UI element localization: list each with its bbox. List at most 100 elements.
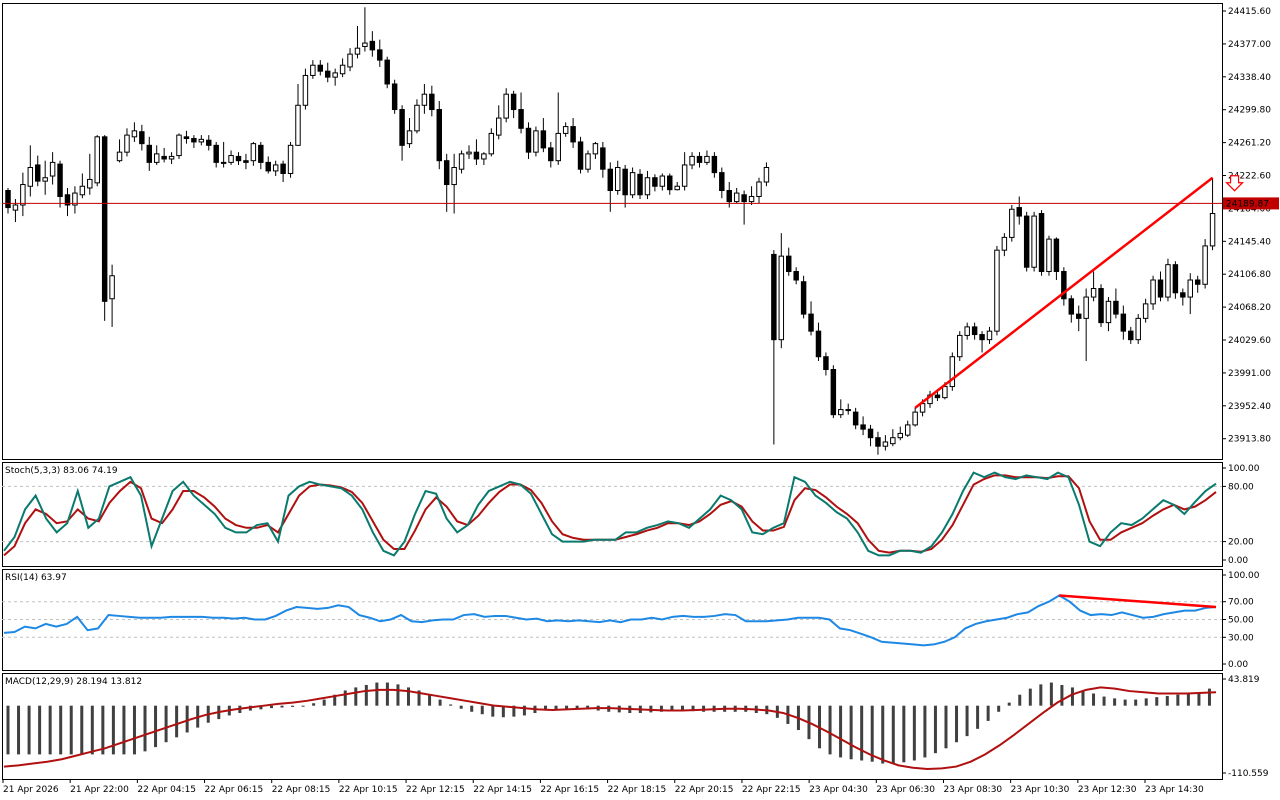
candle[interactable] [42, 160, 48, 195]
candle[interactable] [1075, 305, 1082, 332]
candle[interactable] [555, 92, 561, 165]
candle[interactable] [228, 150, 234, 165]
candle[interactable] [272, 160, 279, 177]
candle[interactable] [890, 429, 896, 447]
candle[interactable] [629, 167, 636, 199]
candle[interactable] [369, 31, 376, 57]
candle[interactable] [391, 79, 398, 114]
macd-panel[interactable]: 43.819 -110.559 MACD(12,29,9) 28.194 13.81… [2, 673, 1269, 780]
candle[interactable] [875, 431, 881, 455]
candle[interactable] [867, 424, 874, 447]
candle[interactable] [1187, 273, 1193, 315]
candle[interactable] [971, 322, 978, 340]
candle[interactable] [808, 301, 814, 336]
candle[interactable] [585, 150, 591, 173]
candle[interactable] [339, 58, 346, 78]
candle[interactable] [206, 135, 212, 151]
candle[interactable] [756, 177, 762, 204]
candle[interactable] [800, 275, 807, 319]
candle[interactable] [1105, 297, 1112, 332]
candle[interactable] [176, 133, 182, 159]
candle[interactable] [139, 124, 145, 151]
candle[interactable] [860, 416, 866, 436]
stochastic-panel[interactable]: 100.00 80.00 20.00 0.00 Stoch(5,3,3) 83.06 7… [2, 462, 1260, 567]
candle[interactable] [406, 118, 413, 148]
candle[interactable] [101, 135, 108, 321]
candle[interactable] [548, 141, 554, 168]
candle[interactable] [518, 92, 524, 134]
candle[interactable] [600, 141, 606, 178]
candle[interactable] [146, 136, 153, 171]
candle[interactable] [436, 101, 442, 170]
candle[interactable] [964, 322, 970, 340]
candle[interactable] [49, 152, 56, 185]
candle[interactable] [592, 141, 599, 159]
candle[interactable] [719, 167, 725, 199]
candle[interactable] [466, 145, 472, 159]
candle[interactable] [1202, 239, 1208, 289]
candle[interactable] [570, 118, 576, 148]
candle[interactable] [1113, 288, 1119, 319]
candle[interactable] [1053, 237, 1060, 281]
candle[interactable] [27, 145, 34, 197]
candle[interactable] [161, 147, 167, 163]
candle[interactable] [1194, 275, 1201, 293]
candle[interactable] [644, 170, 651, 200]
candle[interactable] [897, 426, 904, 441]
candle[interactable] [637, 169, 643, 200]
candle[interactable] [771, 250, 777, 445]
candle[interactable] [696, 152, 703, 168]
price-panel[interactable]: 24415.60 24377.00 24338.40 24299.80 24261.20… [2, 3, 1279, 460]
candle[interactable] [443, 153, 450, 212]
candle[interactable] [577, 136, 584, 174]
candle[interactable] [652, 174, 658, 192]
sell-arrow-icon[interactable] [1225, 175, 1245, 192]
candle[interactable] [384, 56, 390, 89]
candle[interactable] [681, 152, 688, 191]
candle[interactable] [1150, 275, 1156, 310]
candle[interactable] [496, 105, 502, 140]
candle[interactable] [667, 173, 673, 195]
candle[interactable] [1038, 210, 1045, 276]
candle[interactable] [1180, 288, 1186, 306]
candle[interactable] [183, 130, 190, 144]
candle[interactable] [35, 155, 41, 187]
candle[interactable] [377, 39, 383, 67]
candle[interactable] [213, 141, 219, 168]
candle[interactable] [845, 403, 851, 415]
candle[interactable] [310, 60, 316, 79]
candle[interactable] [1128, 326, 1134, 344]
candle[interactable] [243, 153, 249, 170]
candle[interactable] [1068, 295, 1075, 323]
candle[interactable] [116, 139, 123, 163]
candle[interactable] [191, 135, 197, 148]
candle[interactable] [72, 186, 78, 214]
candle[interactable] [912, 407, 918, 427]
candle[interactable] [823, 352, 829, 376]
candle[interactable] [87, 153, 93, 195]
candle[interactable] [525, 122, 532, 159]
candle[interactable] [287, 141, 294, 178]
candle[interactable] [1001, 233, 1008, 257]
candle[interactable] [733, 187, 740, 204]
rsi-panel[interactable]: 100.00 70.00 50.00 30.00 0.00 RSI(14) 63.97 [2, 569, 1260, 671]
candle[interactable] [949, 352, 956, 391]
candle[interactable] [5, 187, 11, 214]
candle[interactable] [1209, 177, 1216, 251]
candle[interactable] [786, 247, 792, 276]
candle[interactable] [1016, 196, 1022, 225]
candle[interactable] [957, 331, 963, 361]
candle[interactable] [1061, 267, 1067, 306]
candle[interactable] [994, 245, 1000, 336]
candle[interactable] [481, 152, 487, 165]
candle[interactable] [614, 160, 621, 195]
candle[interactable] [830, 365, 837, 419]
candle[interactable] [458, 150, 465, 174]
candle[interactable] [429, 85, 435, 117]
candle[interactable] [1135, 314, 1141, 344]
candle[interactable] [1009, 205, 1015, 242]
candle[interactable] [473, 139, 480, 165]
candle[interactable] [347, 48, 353, 72]
candle[interactable] [302, 68, 309, 110]
candle[interactable] [711, 152, 718, 178]
